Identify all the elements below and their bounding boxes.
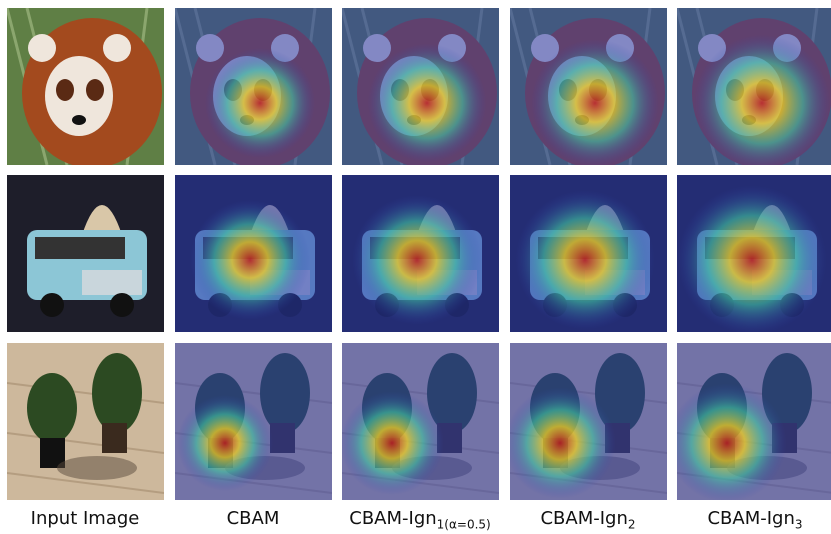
attention-map <box>342 175 499 332</box>
attention-map <box>342 343 499 500</box>
attention-map <box>175 175 332 332</box>
column-label: CBAM-Ign3 <box>670 508 831 532</box>
column-label: CBAM-Ign1(α=0.5) <box>335 508 505 532</box>
column-label: Input Image <box>0 508 170 529</box>
input-image <box>7 175 164 332</box>
input-image <box>7 8 164 165</box>
attention-map <box>510 175 667 332</box>
attention-map <box>175 8 332 165</box>
attention-map <box>677 8 831 165</box>
label-subscript: 1(α=0.5) <box>436 517 491 532</box>
input-image <box>7 343 164 500</box>
label-text: CBAM-Ign <box>349 508 437 529</box>
label-text: CBAM-Ign <box>707 508 795 529</box>
column-label: CBAM <box>168 508 338 529</box>
label-subscript: 2 <box>627 517 636 532</box>
attention-map <box>175 343 332 500</box>
column-label: CBAM-Ign2 <box>503 508 673 532</box>
label-text: CBAM-Ign <box>540 508 628 529</box>
attention-map <box>677 175 831 332</box>
label-text: Input Image <box>30 508 140 529</box>
label-text: CBAM <box>226 508 280 529</box>
attention-map <box>510 343 667 500</box>
attention-map <box>510 8 667 165</box>
label-subscript: 3 <box>794 517 803 532</box>
attention-map <box>342 8 499 165</box>
attention-map <box>677 343 831 500</box>
